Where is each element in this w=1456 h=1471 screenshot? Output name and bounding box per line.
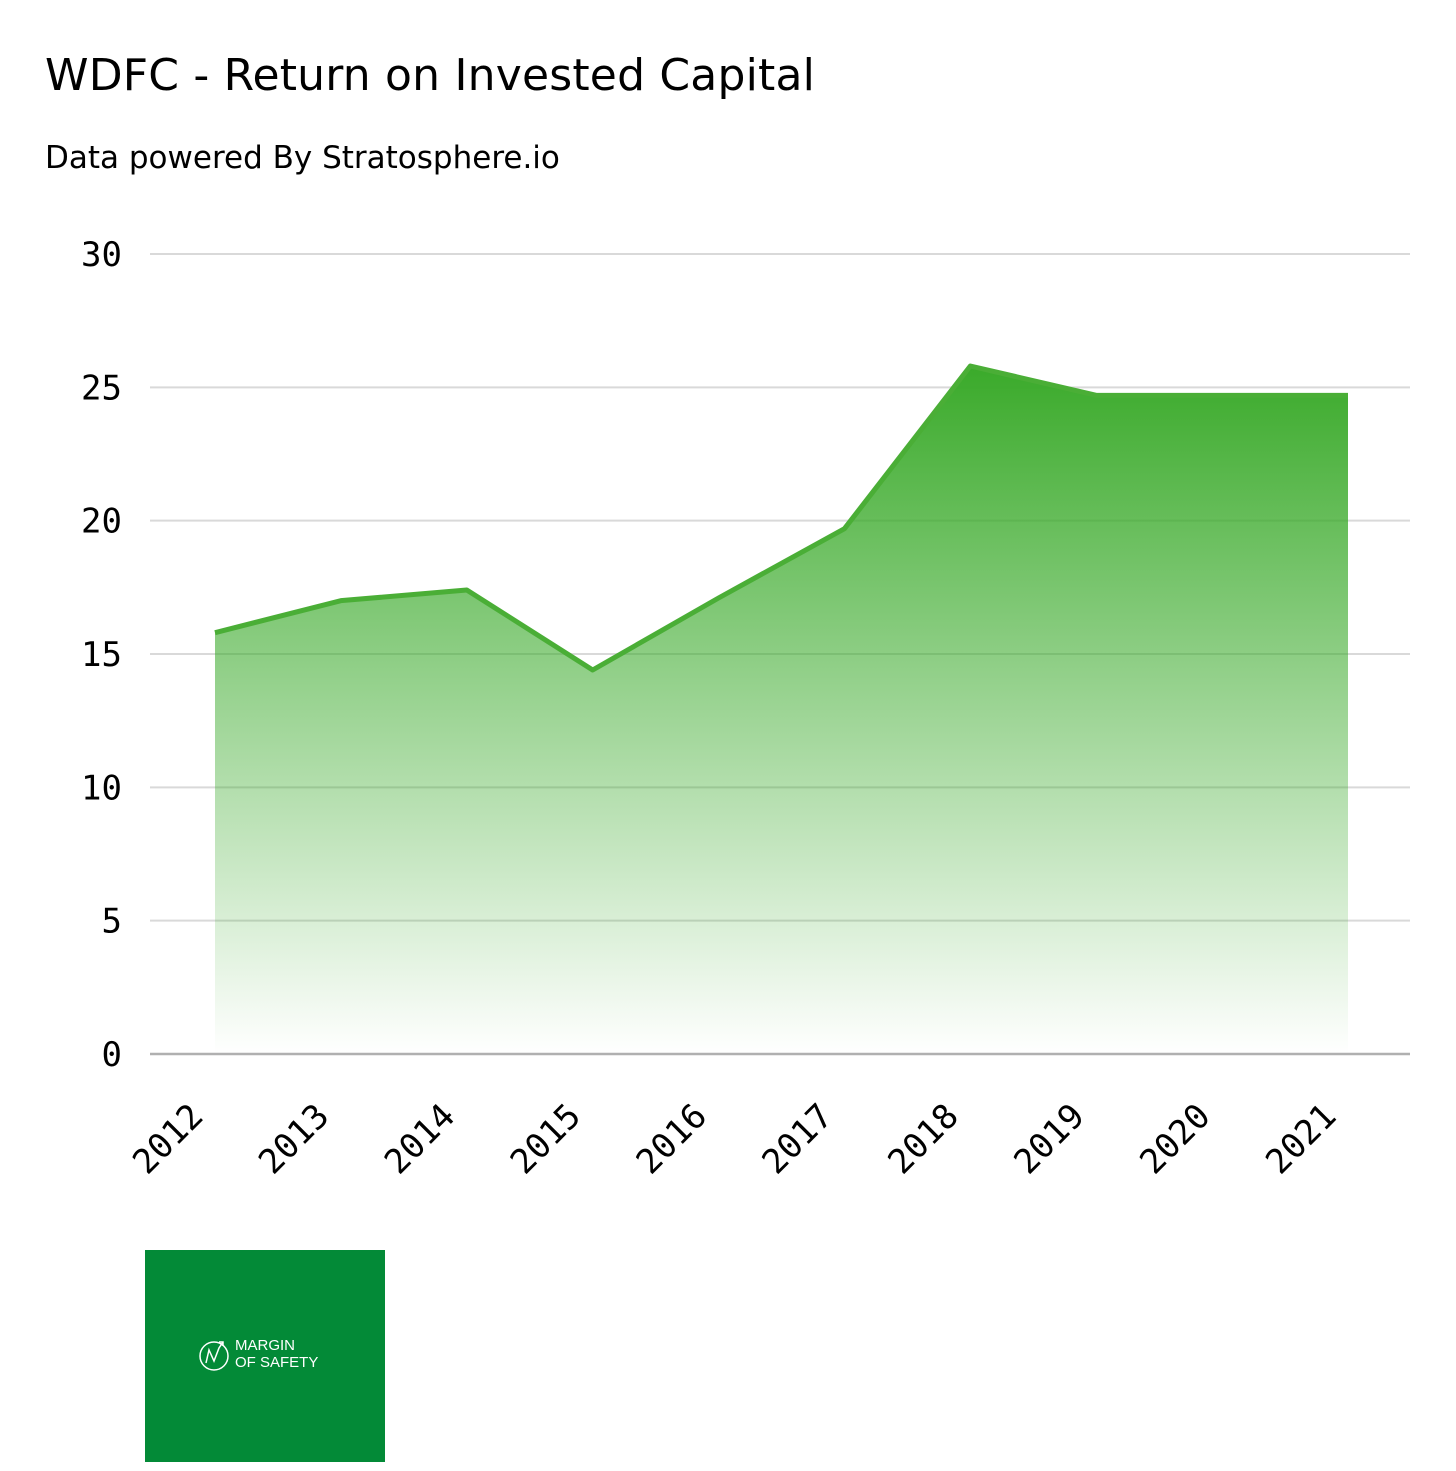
y-tick-label: 20: [81, 502, 122, 542]
y-tick-label: 30: [81, 235, 122, 275]
x-tick-label: 2018: [881, 1096, 967, 1182]
x-tick-label: 2016: [629, 1096, 715, 1182]
logo-text-margin: MARGIN: [235, 1337, 295, 1354]
y-tick-label: 25: [81, 368, 122, 408]
x-tick-label: 2015: [503, 1096, 589, 1182]
x-tick-label: 2017: [755, 1096, 841, 1182]
area-fill: [215, 366, 1348, 1054]
x-tick-label: 2019: [1006, 1096, 1092, 1182]
x-tick-label: 2013: [251, 1096, 337, 1182]
x-tick-label: 2020: [1132, 1096, 1218, 1182]
logo-circle-icon: [199, 1341, 229, 1371]
x-tick-label: 2021: [1258, 1096, 1344, 1182]
y-tick-label: 5: [102, 902, 122, 942]
logo-text-of-safety: OF SAFETY: [235, 1354, 318, 1371]
y-tick-label: 15: [81, 635, 122, 675]
y-axis: 0 5 10 15 20 25 30: [81, 235, 122, 1075]
series-line: [214, 363, 1348, 673]
x-tick-label: 2012: [125, 1096, 211, 1182]
chart-title: WDFC - Return on Invested Capital: [45, 50, 816, 101]
logo-arrow-icon: [205, 1341, 224, 1364]
margin-of-safety-logo: MARGIN OF SAFETY: [145, 1250, 385, 1462]
y-tick-label: 0: [102, 1035, 122, 1075]
y-tick-label: 10: [81, 768, 122, 808]
chart-subtitle: Data powered By Stratosphere.io: [45, 140, 560, 176]
area-series: [214, 363, 1348, 1054]
x-tick-label: 2014: [377, 1096, 463, 1182]
x-axis: 2012 2013 2014 2015 2016 2017 2018 2019 2020 2021: [125, 1096, 1344, 1182]
